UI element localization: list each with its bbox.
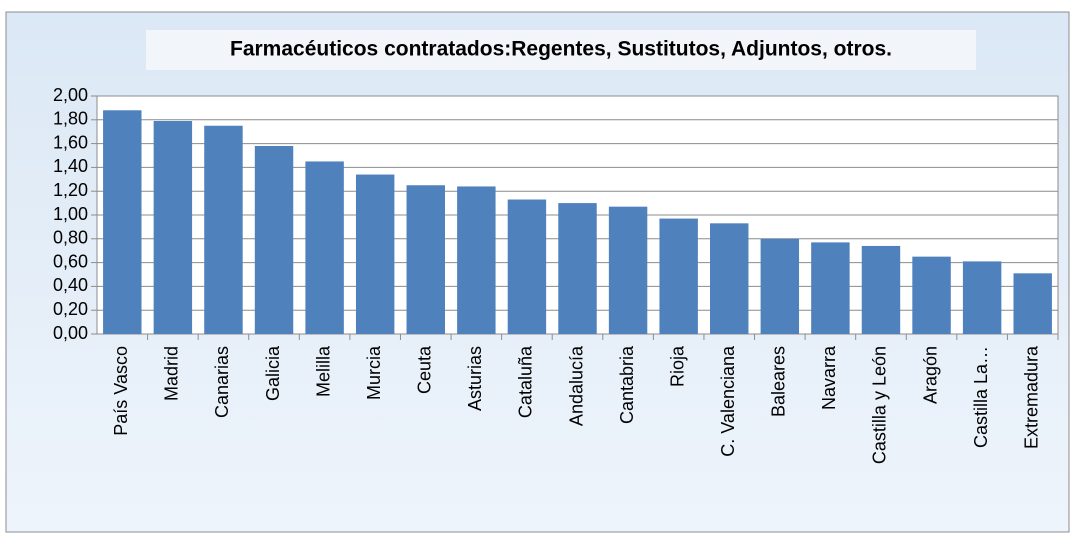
x-tick-label: País Vasco bbox=[111, 346, 131, 436]
title-box bbox=[146, 30, 976, 70]
bar bbox=[760, 238, 800, 334]
bar bbox=[608, 206, 648, 334]
bar bbox=[204, 125, 243, 334]
bar bbox=[558, 203, 597, 334]
y-tick-label: 1,00 bbox=[53, 204, 88, 224]
y-tick-label: 0,80 bbox=[53, 228, 88, 248]
bar bbox=[710, 223, 749, 334]
x-tick-label: Castilla y León bbox=[870, 346, 890, 464]
y-tick-label: 1,60 bbox=[53, 132, 88, 152]
y-tick-label: 0,20 bbox=[53, 299, 88, 319]
y-tick-label: 1,20 bbox=[53, 180, 88, 200]
bar bbox=[355, 174, 395, 334]
bar bbox=[912, 256, 951, 334]
bar bbox=[254, 145, 294, 334]
x-tick-label: C. Valenciana bbox=[718, 345, 738, 457]
y-tick-label: 0,00 bbox=[53, 323, 88, 343]
y-tick-label: 1,80 bbox=[53, 109, 88, 129]
x-tick-label: Extremadura bbox=[1021, 345, 1041, 449]
x-tick-label: Baleares bbox=[769, 346, 789, 417]
bar bbox=[305, 161, 344, 334]
x-tick-label: Castilla La… bbox=[971, 346, 991, 448]
x-tick-label: Canarias bbox=[212, 346, 232, 418]
y-tick-label: 2,00 bbox=[53, 85, 88, 105]
x-tick-label: Melilla bbox=[313, 345, 333, 397]
y-tick-label: 0,40 bbox=[53, 275, 88, 295]
bar bbox=[103, 110, 142, 334]
x-tick-label: Navarra bbox=[819, 345, 839, 410]
x-tick-label: Murcia bbox=[364, 345, 384, 400]
bar bbox=[406, 185, 445, 334]
bar bbox=[811, 242, 850, 334]
x-tick-label: Ceuta bbox=[415, 345, 435, 394]
x-tick-label: Cantabria bbox=[617, 345, 637, 424]
x-tick-label: Madrid bbox=[162, 346, 182, 401]
bar bbox=[153, 120, 193, 335]
y-tick-label: 1,40 bbox=[53, 156, 88, 176]
chart-title: Farmacéuticos contratados:Regentes, Sust… bbox=[230, 38, 892, 61]
bar bbox=[962, 261, 1002, 334]
bar bbox=[457, 186, 496, 334]
y-tick-label: 0,60 bbox=[53, 251, 88, 271]
bar bbox=[861, 245, 901, 334]
bar bbox=[507, 199, 547, 334]
x-tick-label: Asturias bbox=[465, 346, 485, 411]
x-tick-label: Aragón bbox=[920, 346, 940, 404]
x-tick-label: Rioja bbox=[667, 345, 687, 387]
x-tick-label: Andalucía bbox=[566, 345, 586, 426]
bar bbox=[659, 218, 698, 334]
bar bbox=[1013, 273, 1052, 334]
x-tick-label: Cataluña bbox=[516, 345, 536, 418]
x-tick-label: Galicia bbox=[263, 345, 283, 401]
